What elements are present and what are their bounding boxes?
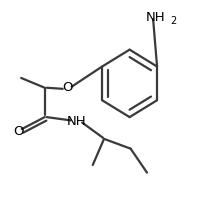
Text: NH: NH [145,11,165,23]
Text: 2: 2 [170,16,176,26]
Text: O: O [62,81,73,94]
Text: NH: NH [67,115,86,128]
Text: O: O [13,125,23,138]
